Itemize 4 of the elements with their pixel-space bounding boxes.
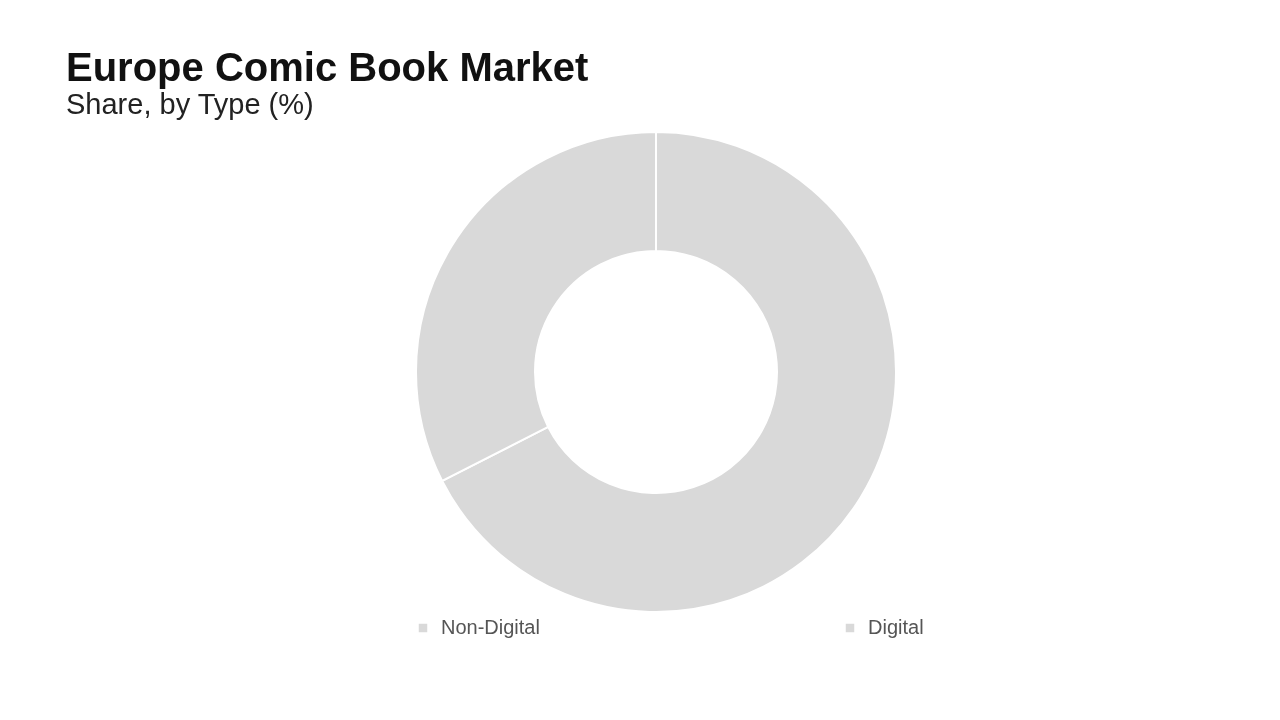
- legend-label: Non-Digital: [441, 616, 540, 638]
- chart-title: Europe Comic Book Market: [66, 45, 589, 89]
- chart-subtitle: Share, by Type (%): [66, 88, 314, 120]
- legend-label: Digital: [868, 616, 924, 638]
